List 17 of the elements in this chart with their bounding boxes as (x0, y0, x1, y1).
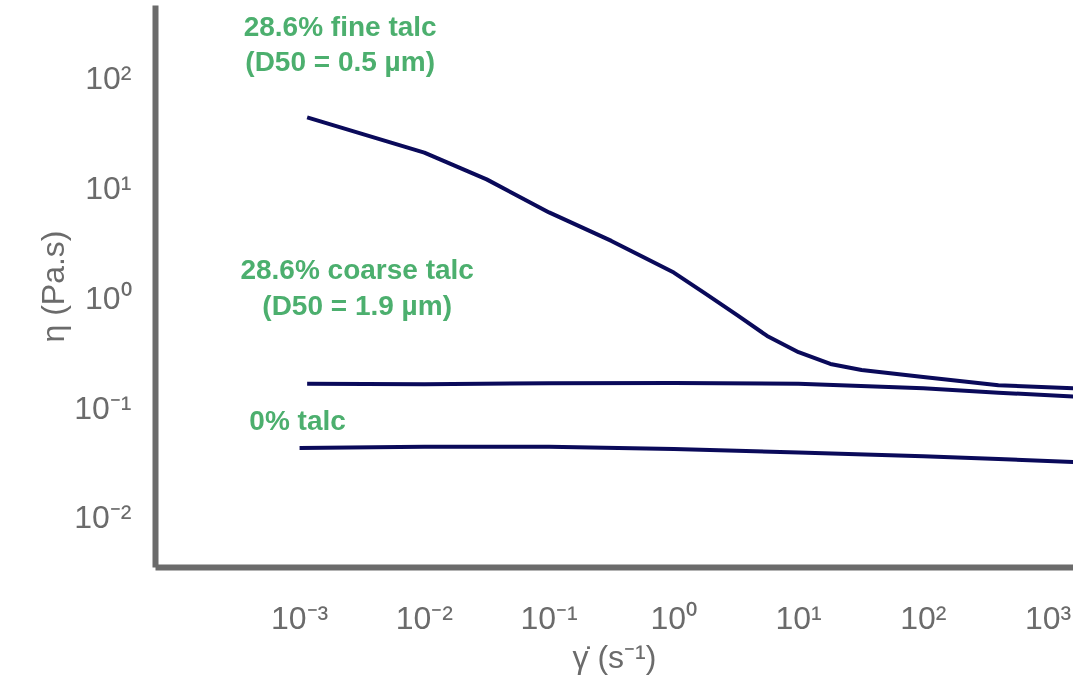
y-axis-title: η (Pa.s) (35, 230, 72, 343)
x-tick-label: 10⁻¹ (520, 599, 578, 636)
x-tick-label: 10² (900, 599, 947, 636)
x-tick-label: 10³ (1024, 599, 1072, 636)
y-tick-label: 10² (85, 60, 132, 97)
text: 28.6% fine talc (D50 = 0.5 µm) (243, 10, 437, 78)
text: 28.6% coarse talc (D50 = 1.9 µm) (240, 254, 474, 321)
x-tick-label: 10⁻³ (270, 599, 329, 636)
y-tick-label: 10⁻² (74, 499, 132, 536)
x-axis-title: γ̇ (s⁻¹) (572, 638, 657, 675)
series-label: 0% talc (249, 404, 346, 436)
y-tick-label: 10¹ (85, 170, 132, 207)
y-tick-label: 10⁻¹ (74, 389, 132, 426)
x-tick-label: 10¹ (775, 599, 822, 636)
y-tick-label: 10⁰ (84, 279, 132, 316)
x-tick-label: 10⁻² (395, 599, 454, 636)
x-tick-label: 10⁰ (650, 599, 698, 636)
